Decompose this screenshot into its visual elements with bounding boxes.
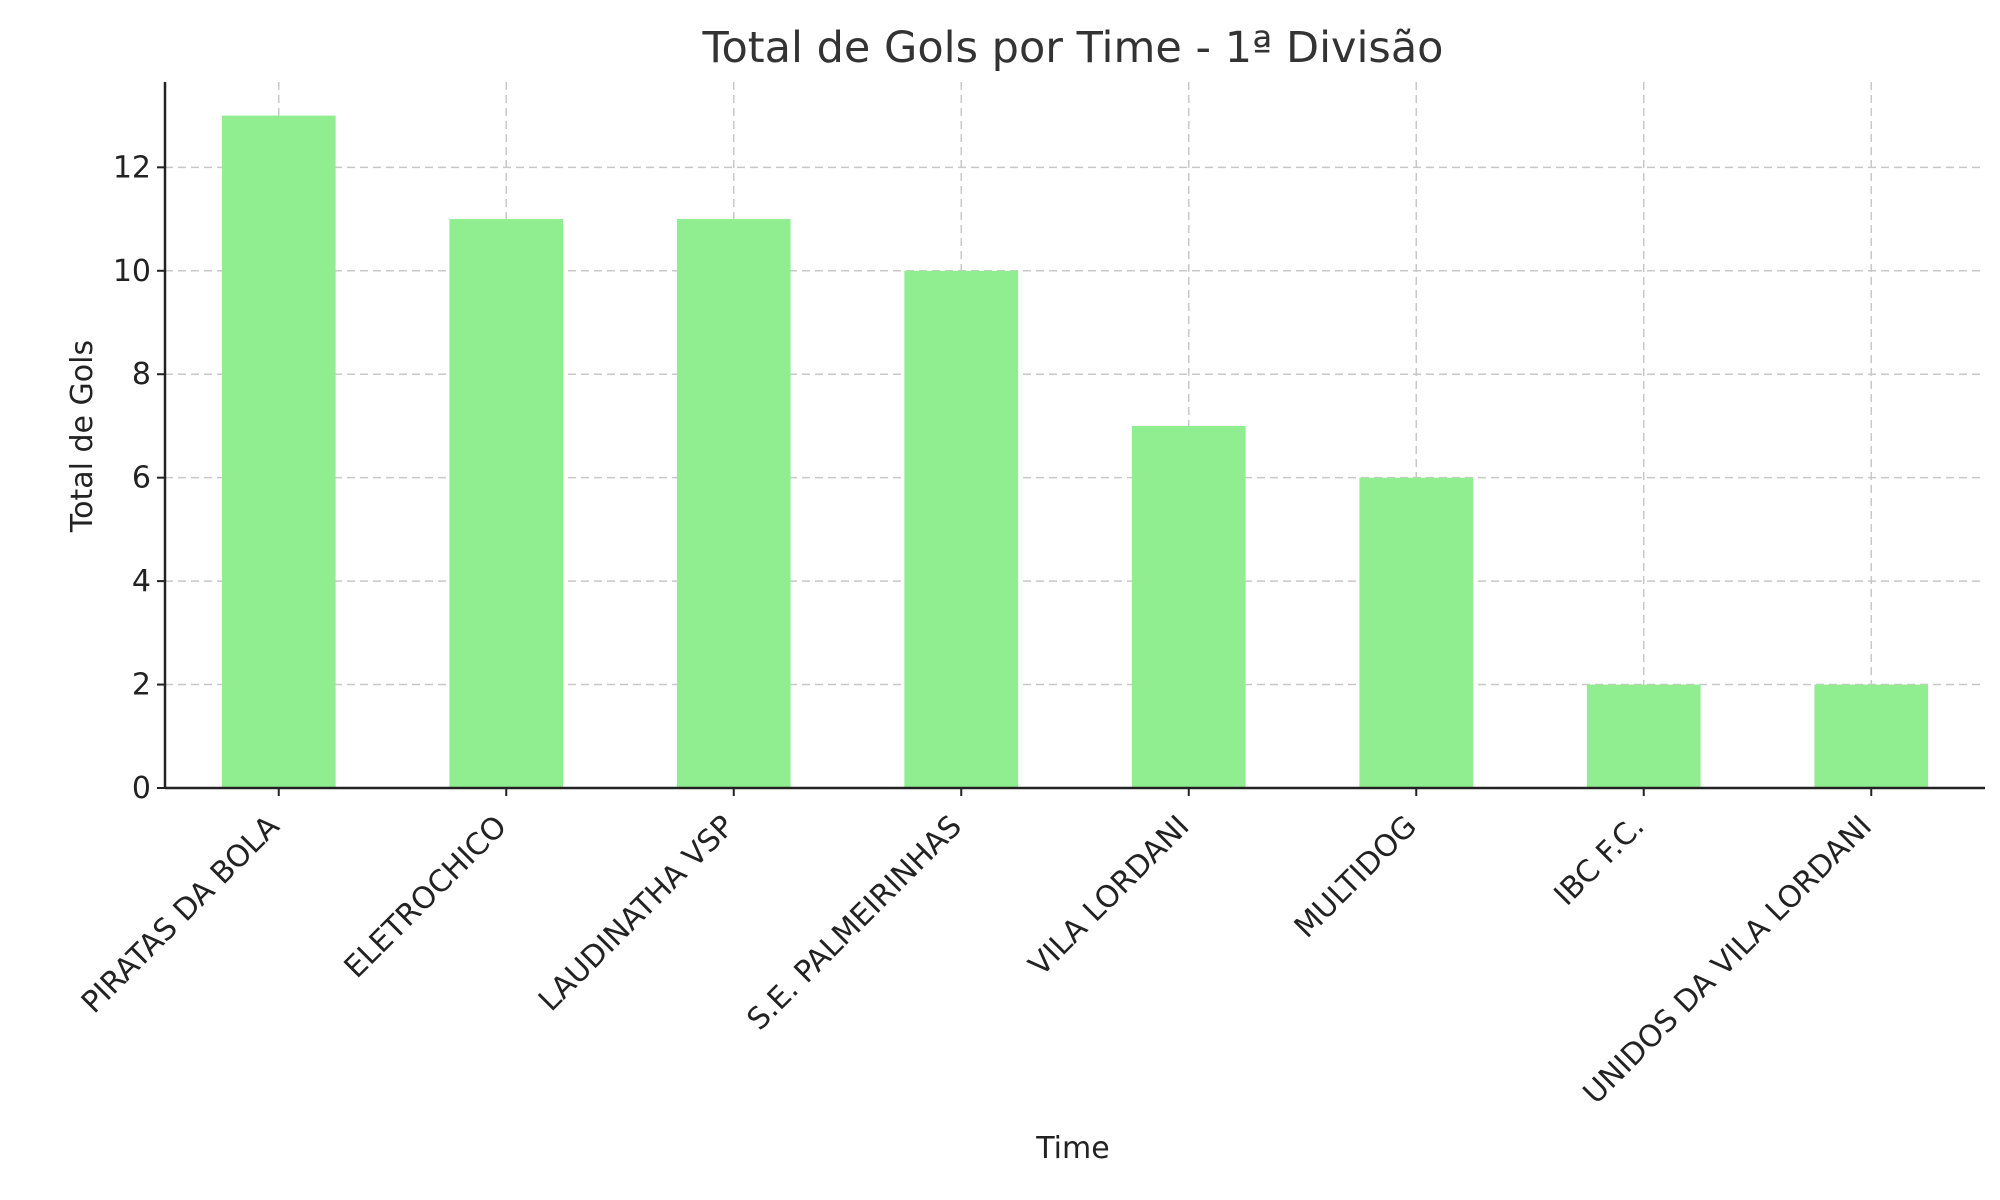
bar <box>1131 425 1246 788</box>
y-tick-label: 10 <box>113 254 151 289</box>
y-tick-label: 12 <box>113 150 151 185</box>
y-tick-label: 6 <box>132 461 151 496</box>
x-tick-label: VILA LORDANI <box>1022 809 1196 983</box>
bar <box>1359 477 1474 788</box>
bar <box>1814 684 1929 788</box>
y-tick-label: 0 <box>132 771 151 806</box>
x-tick-label: ELETROCHICO <box>338 809 514 985</box>
x-tick-label: S.E. PALMEIRINHAS <box>741 809 969 1037</box>
x-ticks: PIRATAS DA BOLA ELETROCHICO LAUDINATHA VSP… <box>75 788 1879 1111</box>
x-tick-label: MULTIDOG <box>1288 809 1424 945</box>
bar <box>449 219 564 789</box>
y-tick-label: 2 <box>132 668 151 703</box>
bar <box>221 115 336 789</box>
x-tick-label: IBC F.C. <box>1548 809 1652 913</box>
bar <box>904 270 1019 788</box>
x-tick-label: LAUDINATHA VSP <box>532 809 741 1018</box>
chart-title: Total de Gols por Time - 1ª Divisão <box>702 23 1444 73</box>
y-ticks: 0 2 4 6 8 10 12 <box>113 150 165 806</box>
y-axis-label: Total de Gols <box>65 340 100 533</box>
y-tick-label: 8 <box>132 357 151 392</box>
bars <box>221 115 1929 789</box>
y-tick-label: 4 <box>132 564 151 599</box>
x-tick-label: PIRATAS DA BOLA <box>75 809 287 1021</box>
axes <box>163 82 1985 790</box>
x-axis-label: Time <box>1035 1131 1109 1166</box>
grid <box>165 82 1985 789</box>
bar <box>1586 684 1701 788</box>
bar <box>676 219 791 789</box>
